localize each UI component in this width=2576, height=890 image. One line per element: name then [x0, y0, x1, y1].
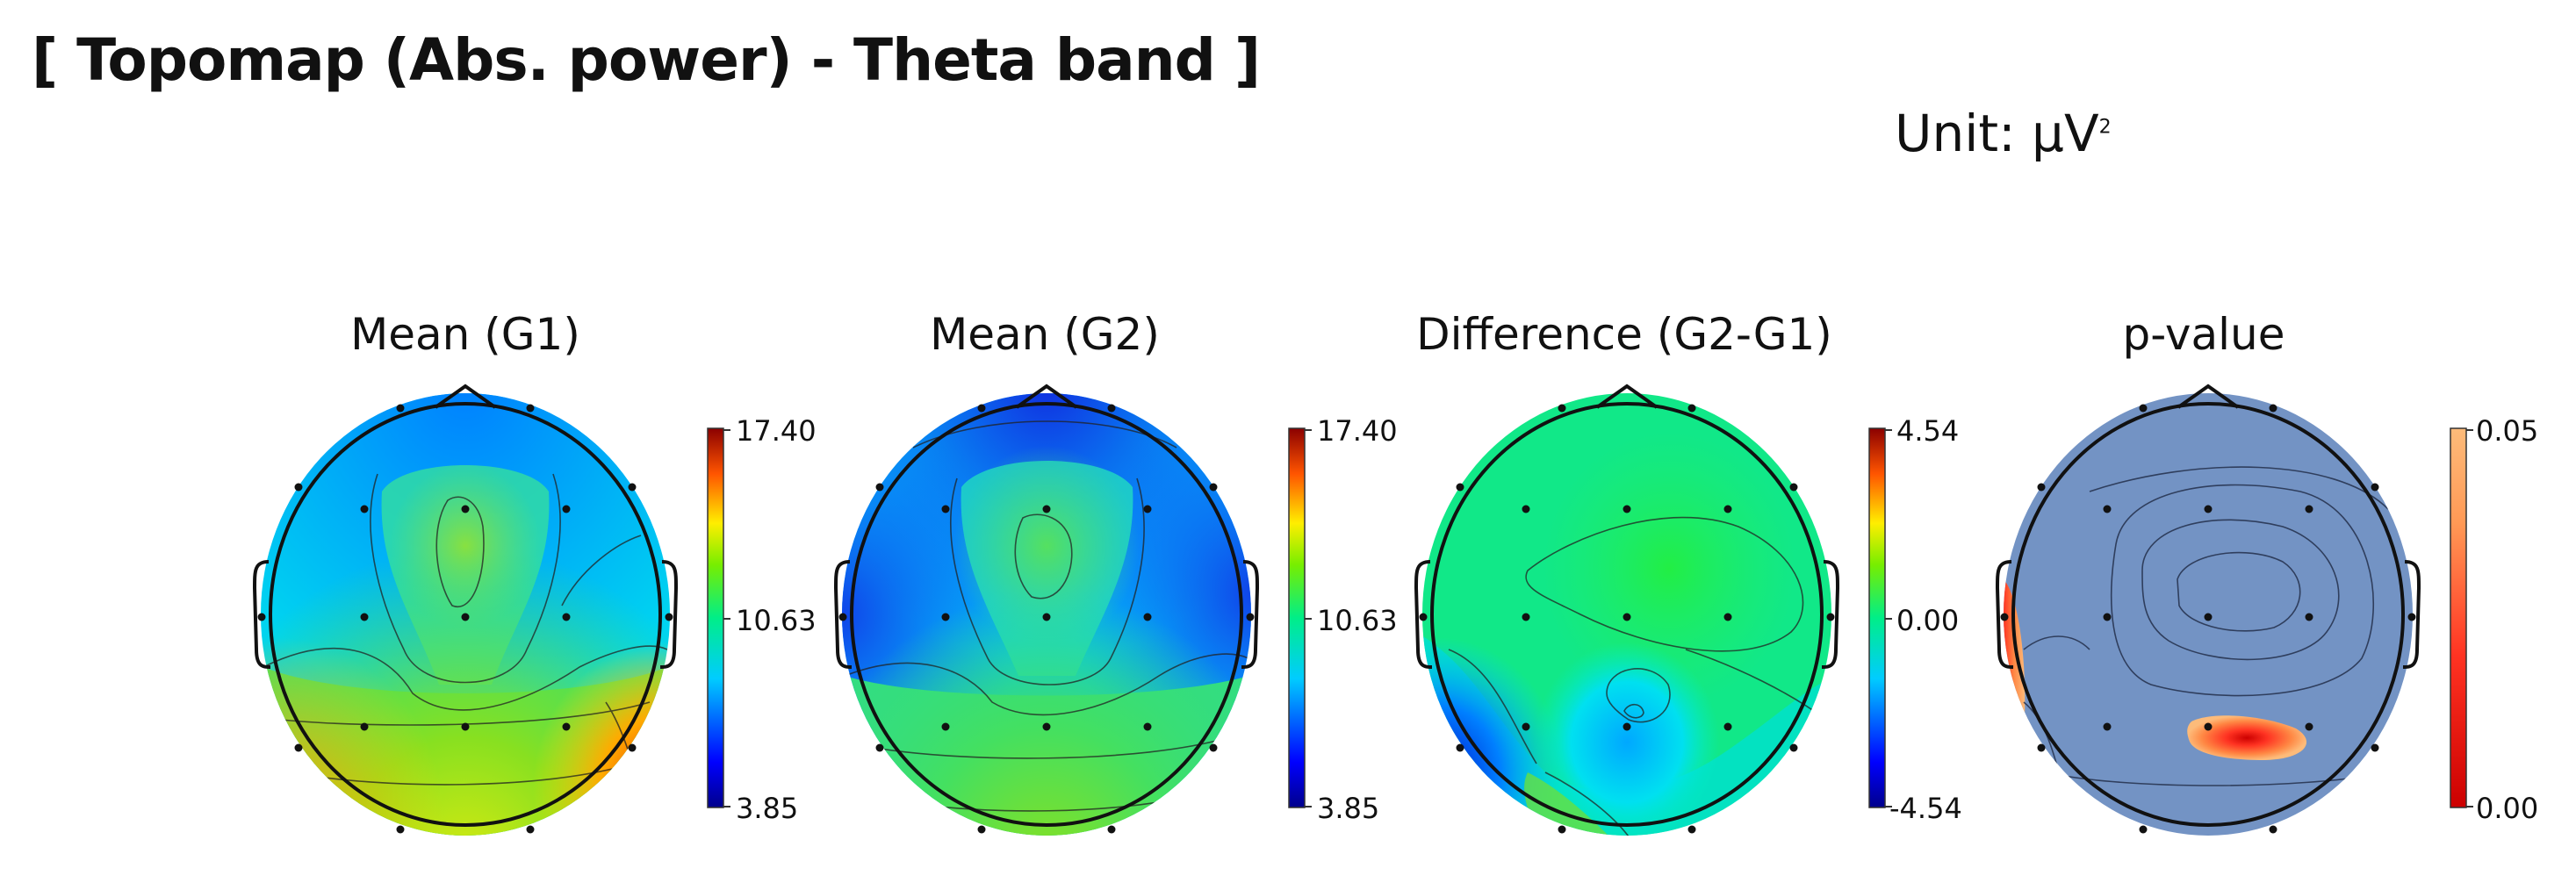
- panel-title-pvalue: p-value: [2122, 309, 2285, 360]
- colorbar-3-max-label: 4.54: [1896, 414, 1960, 448]
- colorbar-1-mid-label: 10.63: [736, 604, 817, 637]
- colorbar-3-min-label: -4.54: [1889, 792, 1962, 825]
- colorbar-pvalue: [2450, 427, 2473, 808]
- colorbar-mean-g2: [1288, 427, 1312, 808]
- unit-superscript: 2: [2098, 116, 2112, 139]
- topomap-mean-g2: [833, 384, 1260, 836]
- colorbar-1-min-label: 3.85: [736, 792, 799, 825]
- colorbar-2-mid-label: 10.63: [1317, 604, 1398, 637]
- panel-title-mean-g1: Mean (G1): [350, 309, 580, 360]
- topomap-mean-g1: [252, 384, 679, 836]
- page-title: [ Topomap (Abs. power) - Theta band ]: [32, 26, 1261, 94]
- panel-title-difference: Difference (G2-G1): [1416, 309, 1832, 360]
- colorbar-mean-g1: [707, 427, 730, 808]
- unit-prefix: Unit:: [1895, 104, 2033, 163]
- panel-title-mean-g2: Mean (G2): [930, 309, 1160, 360]
- colorbar-1-max-label: 17.40: [736, 414, 817, 448]
- colorbar-3-mid-label: 0.00: [1896, 604, 1960, 637]
- topomap-pvalue: [1995, 384, 2421, 836]
- colorbar-2-max-label: 17.40: [1317, 414, 1398, 448]
- colorbar-4-min-label: 0.00: [2476, 792, 2539, 825]
- colorbar-difference: [1868, 427, 1892, 808]
- unit-symbol: μV: [2032, 104, 2099, 163]
- colorbar-4-max-label: 0.05: [2476, 414, 2539, 448]
- topomap-difference: [1414, 384, 1840, 836]
- colorbar-2-min-label: 3.85: [1317, 792, 1380, 825]
- unit-label: Unit: μV2: [1895, 104, 2112, 163]
